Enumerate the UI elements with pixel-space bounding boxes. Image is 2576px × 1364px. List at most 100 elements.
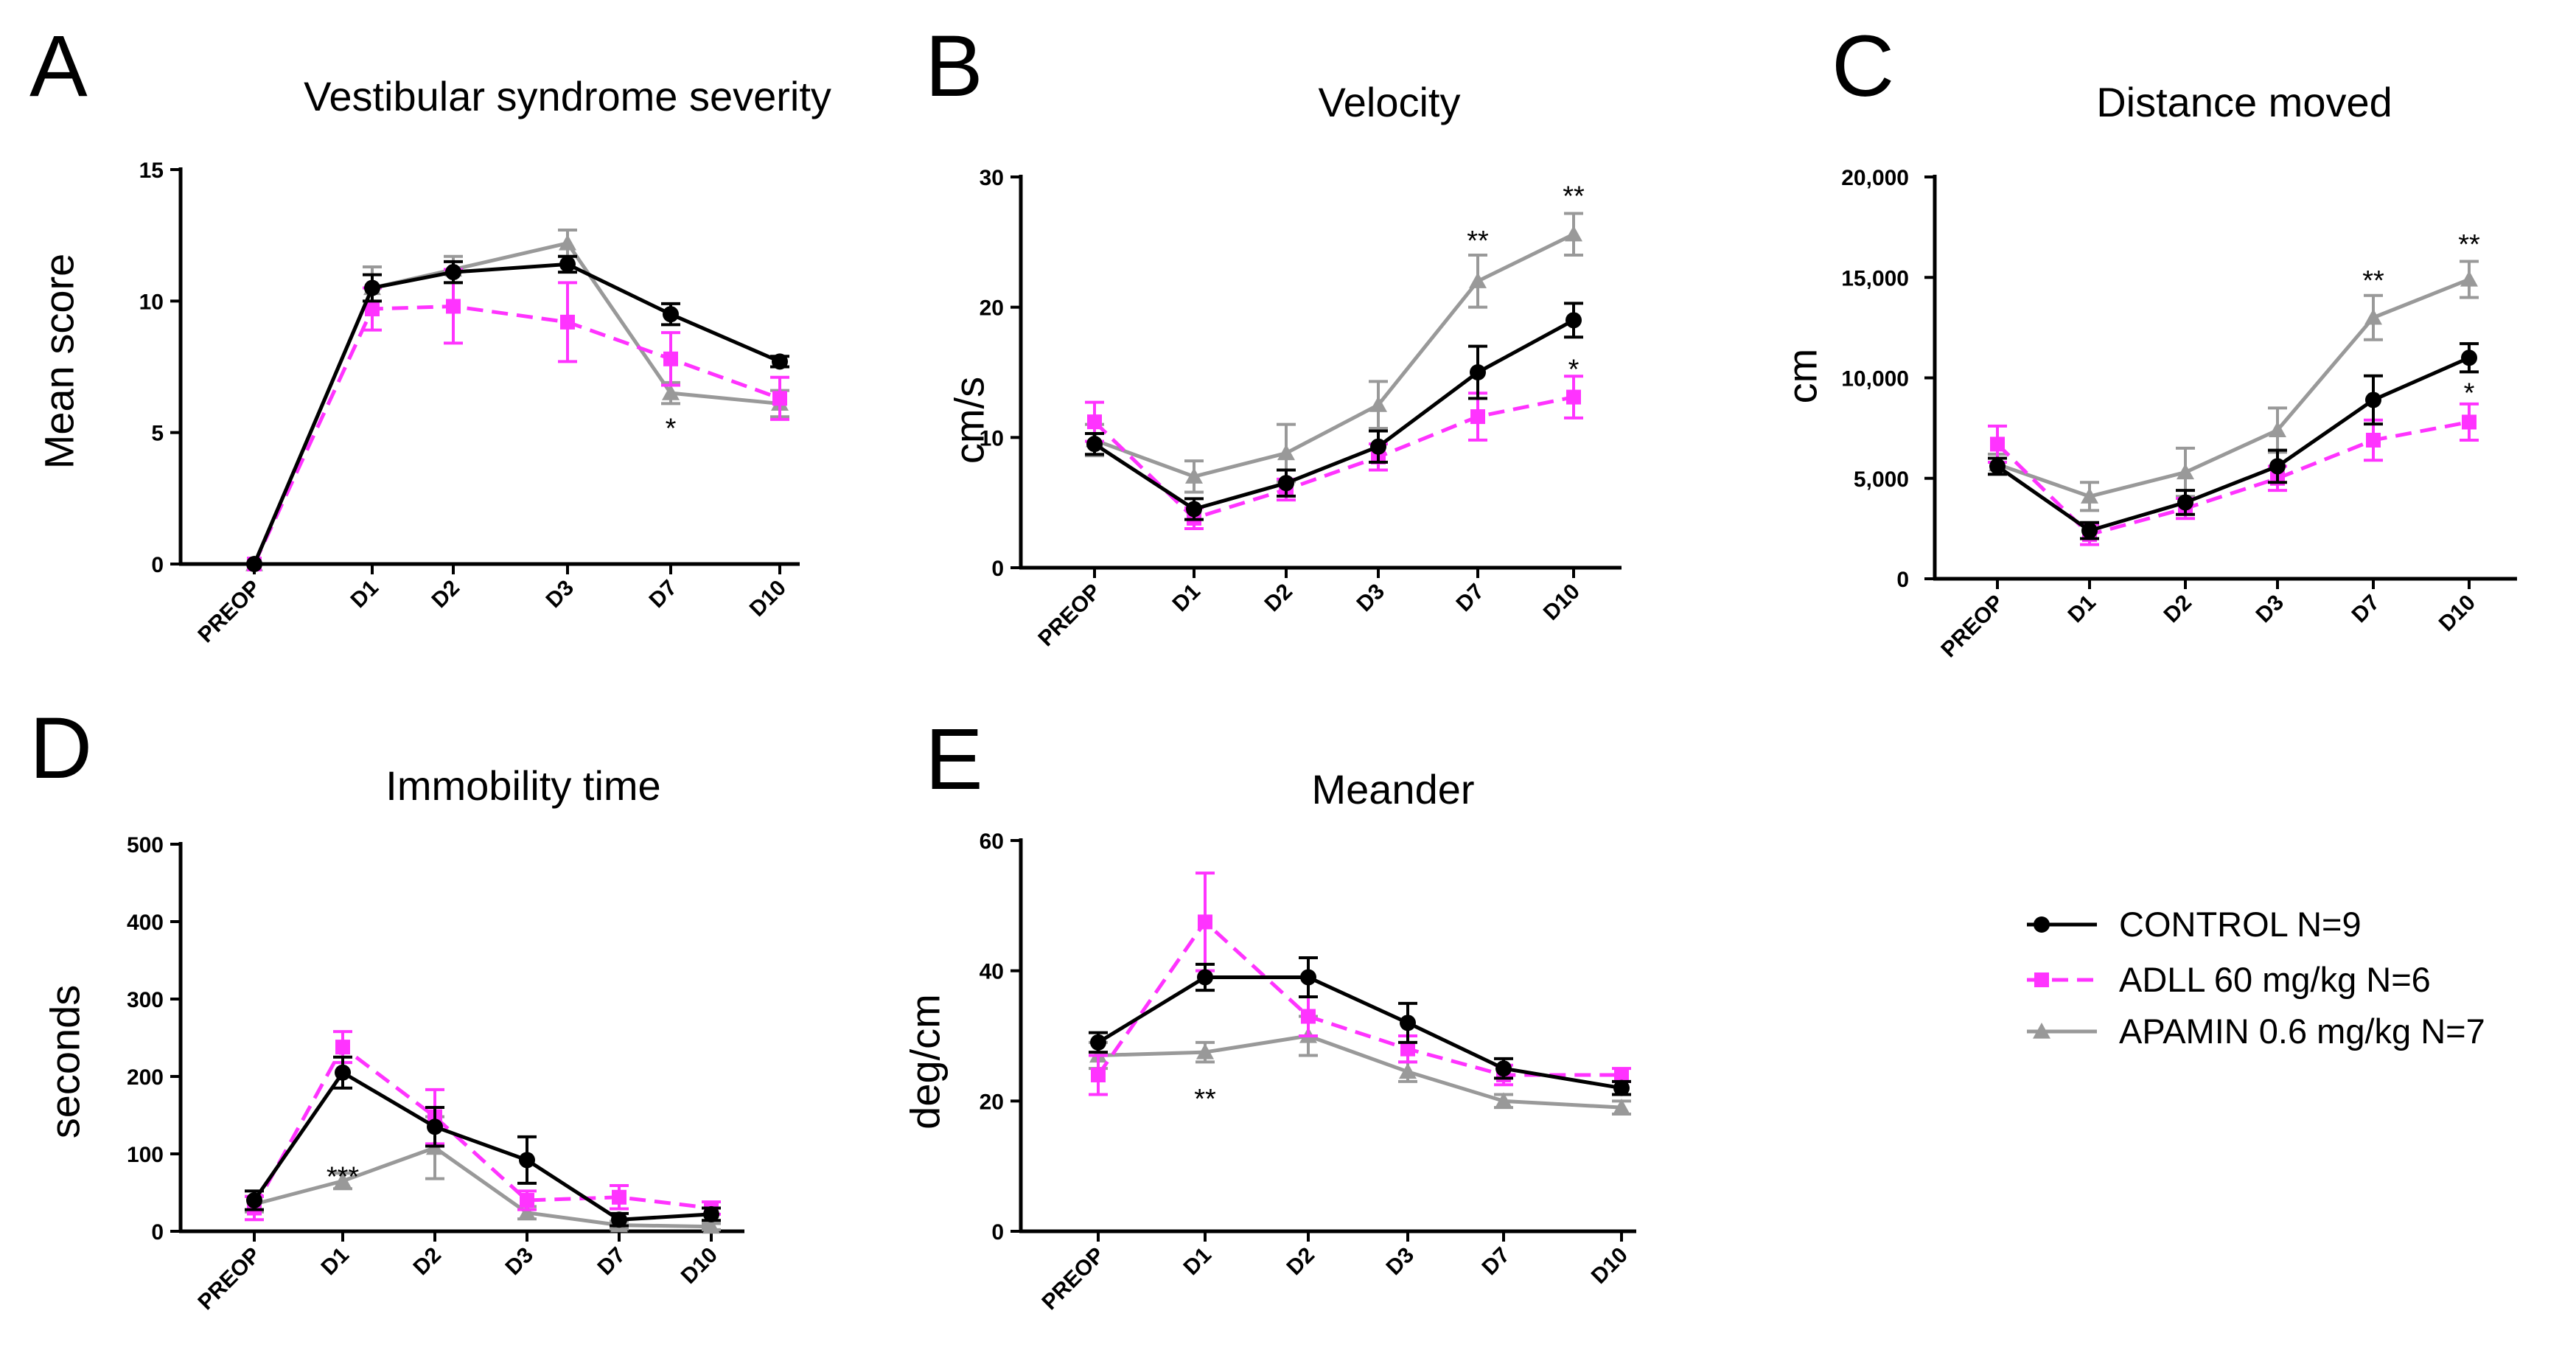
- series-line: [252, 1071, 712, 1222]
- legend-marker: [2034, 916, 2050, 933]
- significance-marker: **: [2458, 229, 2480, 260]
- panel-e: E Meander deg/cm 0 20 40 60 PREOP D1 D2 D3 D7 D10 **: [902, 711, 1636, 1315]
- series-line: [1096, 919, 1622, 1077]
- data-point: [2269, 421, 2286, 437]
- x-tick-label: D1: [346, 576, 383, 613]
- data-point: [2177, 463, 2194, 480]
- x-tick-label: D2: [1260, 580, 1296, 616]
- y-tick-label: 0: [1896, 568, 1909, 592]
- data-point: [703, 1205, 719, 1222]
- data-point: [1613, 1099, 1630, 1115]
- legend-label: APAMIN 0.6 mg/kg N=7: [2119, 1012, 2485, 1051]
- x-tick-label: D1: [1179, 1243, 1215, 1280]
- panel-a: A Vestibular syndrome severity Mean score 0…: [29, 18, 831, 647]
- data-point: [663, 351, 678, 366]
- legend-item: APAMIN 0.6 mg/kg N=7: [2027, 1012, 2485, 1051]
- x-tick-label: PREOP: [1037, 1243, 1109, 1315]
- y-tick-label: 200: [127, 1065, 164, 1090]
- data-point: [611, 1211, 627, 1228]
- x-tick-label: D3: [2251, 591, 2288, 627]
- y-tick-label: 10,000: [1841, 367, 1909, 392]
- data-point: [2365, 392, 2381, 408]
- series-circle-0: [1089, 956, 1631, 1096]
- data-point: [1566, 312, 1582, 329]
- series-circle-0: [1085, 302, 1583, 521]
- data-point: [520, 1193, 534, 1208]
- y-tick-label: 100: [127, 1143, 164, 1167]
- data-point: [1301, 1009, 1316, 1024]
- y-tick-label: 10: [980, 426, 1004, 450]
- data-point: [445, 264, 461, 281]
- data-point: [446, 299, 461, 314]
- data-point: [1087, 414, 1102, 430]
- data-point: [1400, 1041, 1415, 1057]
- series-line: [1097, 1034, 1622, 1110]
- significance-marker: **: [1194, 1084, 1216, 1115]
- series-triangle-2: [1085, 212, 1583, 494]
- series-square-1: [247, 268, 789, 571]
- series-circle-0: [1988, 342, 2479, 540]
- data-point: [2460, 270, 2478, 287]
- data-point: [1470, 364, 1486, 380]
- series-line: [1094, 232, 1575, 479]
- data-point: [334, 1172, 352, 1189]
- data-point: [612, 1189, 626, 1205]
- legend: CONTROL N=9 ADLL 60 mg/kg N=6 APAMIN 0.6 m…: [2027, 905, 2485, 1051]
- data-point: [1495, 1092, 1512, 1108]
- x-tick-label: D10: [2434, 591, 2480, 636]
- data-point: [1091, 1068, 1106, 1082]
- significance-marker: **: [1467, 226, 1489, 257]
- data-point: [1495, 1060, 1512, 1077]
- y-tick-label: 15: [139, 159, 164, 183]
- data-point: [1399, 1062, 1417, 1079]
- data-point: [1400, 1015, 1416, 1031]
- chart-title: Vestibular syndrome severity: [304, 73, 831, 119]
- series-line: [1996, 355, 2471, 533]
- series-triangle-2: [1089, 1015, 1631, 1116]
- data-point: [1565, 225, 1582, 242]
- y-tick-label: 500: [127, 833, 164, 857]
- chart-title: Meander: [1311, 766, 1474, 813]
- data-point: [2366, 432, 2381, 448]
- series-line: [252, 304, 781, 566]
- data-point: [246, 556, 262, 572]
- y-axis-label: deg/cm: [902, 994, 949, 1130]
- x-tick-label: D3: [541, 576, 578, 613]
- legend-label: ADLL 60 mg/kg N=6: [2119, 960, 2431, 999]
- data-point: [662, 384, 680, 400]
- data-point: [1566, 389, 1581, 405]
- x-tick-label: PREOP: [193, 576, 265, 648]
- legend-item: CONTROL N=9: [2027, 905, 2362, 944]
- series-square-1: [1089, 871, 1631, 1096]
- data-point: [2269, 458, 2286, 475]
- y-axis-label: Mean score: [36, 254, 83, 470]
- series-line: [1997, 277, 2470, 498]
- data-point: [335, 1064, 351, 1081]
- x-tick-label: D2: [427, 576, 464, 613]
- data-point: [1613, 1079, 1630, 1096]
- significance-marker: *: [666, 414, 677, 445]
- data-point: [1196, 1043, 1214, 1059]
- data-point: [663, 306, 679, 323]
- data-point: [2081, 522, 2098, 539]
- data-point: [559, 256, 576, 273]
- y-tick-label: 20: [980, 1090, 1004, 1114]
- series-triangle-2: [245, 229, 789, 571]
- x-tick-label: D10: [745, 576, 791, 622]
- legend-label: CONTROL N=9: [2119, 905, 2362, 944]
- legend-marker: [2033, 1023, 2050, 1039]
- x-tick-label: D10: [1587, 1243, 1633, 1289]
- x-tick-label: D7: [644, 576, 681, 613]
- data-point: [365, 302, 380, 317]
- series-square-1: [1085, 375, 1583, 530]
- data-point: [1369, 396, 1387, 412]
- series-triangle-2: [1988, 260, 2479, 512]
- y-tick-label: 0: [991, 557, 1004, 581]
- y-tick-label: 0: [151, 1220, 164, 1245]
- data-point: [1086, 436, 1103, 453]
- y-tick-label: 30: [980, 166, 1004, 190]
- x-tick-label: D7: [593, 1243, 629, 1280]
- x-tick-label: PREOP: [1936, 591, 2008, 663]
- data-point: [518, 1203, 536, 1220]
- y-tick-label: 5: [151, 422, 164, 446]
